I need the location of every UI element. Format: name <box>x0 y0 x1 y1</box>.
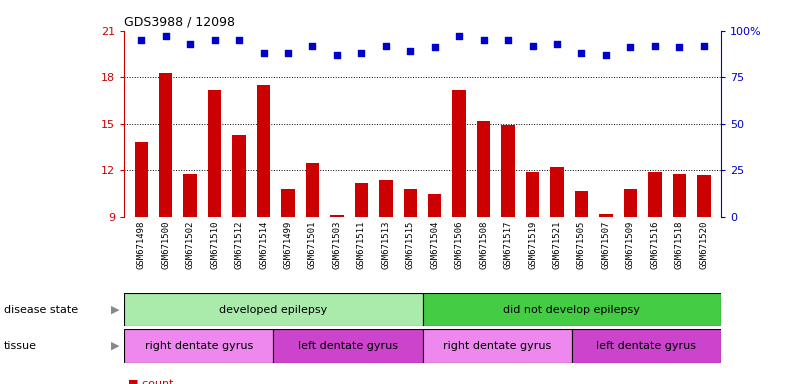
Point <box>306 43 319 49</box>
Text: ■ count: ■ count <box>128 379 174 384</box>
Text: disease state: disease state <box>4 305 78 314</box>
Point <box>380 43 392 49</box>
Text: GSM671519: GSM671519 <box>528 221 537 270</box>
Point <box>599 52 612 58</box>
Point <box>355 50 368 56</box>
Text: developed epilepsy: developed epilepsy <box>219 305 328 314</box>
Text: GDS3988 / 12098: GDS3988 / 12098 <box>124 15 235 28</box>
Bar <box>423 293 721 326</box>
Text: left dentate gyrus: left dentate gyrus <box>596 341 696 351</box>
Point <box>135 37 147 43</box>
Text: GSM671507: GSM671507 <box>602 221 610 270</box>
Point <box>208 37 221 43</box>
Bar <box>648 172 662 217</box>
Text: GSM671503: GSM671503 <box>332 221 341 270</box>
Bar <box>124 293 423 326</box>
Text: GSM671506: GSM671506 <box>455 221 464 270</box>
Text: GSM671517: GSM671517 <box>504 221 513 270</box>
Text: ▶: ▶ <box>111 305 119 314</box>
Bar <box>624 189 637 217</box>
Point <box>649 43 662 49</box>
Text: did not develop epilepsy: did not develop epilepsy <box>503 305 640 314</box>
Bar <box>526 172 539 217</box>
Point <box>575 50 588 56</box>
Bar <box>355 183 368 217</box>
Point <box>429 45 441 51</box>
Text: GSM671521: GSM671521 <box>553 221 562 270</box>
Bar <box>673 174 686 217</box>
Text: GSM671510: GSM671510 <box>210 221 219 270</box>
Bar <box>550 167 564 217</box>
Point <box>673 45 686 51</box>
Bar <box>404 189 417 217</box>
Bar <box>697 175 710 217</box>
Text: GSM671520: GSM671520 <box>699 221 708 270</box>
Bar <box>423 329 572 363</box>
Text: right dentate gyrus: right dentate gyrus <box>443 341 551 351</box>
Bar <box>599 214 613 217</box>
Text: GSM671498: GSM671498 <box>137 221 146 270</box>
Bar <box>575 190 588 217</box>
Point <box>233 37 246 43</box>
Text: GSM671505: GSM671505 <box>577 221 586 270</box>
Bar <box>232 135 246 217</box>
Text: tissue: tissue <box>4 341 37 351</box>
Point <box>698 43 710 49</box>
Bar <box>159 73 172 217</box>
Text: GSM671500: GSM671500 <box>161 221 171 270</box>
Text: GSM671504: GSM671504 <box>430 221 439 270</box>
Text: GSM671512: GSM671512 <box>235 221 244 270</box>
Bar <box>273 329 423 363</box>
Bar <box>572 329 721 363</box>
Bar <box>208 90 221 217</box>
Point <box>159 33 172 40</box>
Text: GSM671508: GSM671508 <box>479 221 488 270</box>
Text: left dentate gyrus: left dentate gyrus <box>298 341 398 351</box>
Point <box>282 50 295 56</box>
Bar <box>124 329 273 363</box>
Bar <box>306 163 319 217</box>
Text: GSM671499: GSM671499 <box>284 221 292 270</box>
Point <box>183 41 196 47</box>
Text: GSM671515: GSM671515 <box>406 221 415 270</box>
Point <box>501 37 514 43</box>
Bar <box>183 174 197 217</box>
Point <box>404 48 417 54</box>
Point <box>453 33 465 40</box>
Bar <box>501 126 515 217</box>
Text: GSM671511: GSM671511 <box>357 221 366 270</box>
Text: GSM671513: GSM671513 <box>381 221 390 270</box>
Bar <box>379 180 392 217</box>
Bar <box>135 142 148 217</box>
Point <box>624 45 637 51</box>
Bar <box>330 215 344 217</box>
Text: right dentate gyrus: right dentate gyrus <box>145 341 253 351</box>
Point <box>550 41 563 47</box>
Text: ▶: ▶ <box>111 341 119 351</box>
Bar <box>428 194 441 217</box>
Point <box>526 43 539 49</box>
Bar <box>257 85 270 217</box>
Bar <box>281 189 295 217</box>
Bar <box>477 121 490 217</box>
Point <box>331 52 344 58</box>
Text: GSM671501: GSM671501 <box>308 221 317 270</box>
Text: GSM671502: GSM671502 <box>186 221 195 270</box>
Text: GSM671518: GSM671518 <box>674 221 684 270</box>
Bar <box>453 90 466 217</box>
Text: GSM671516: GSM671516 <box>650 221 659 270</box>
Text: GSM671509: GSM671509 <box>626 221 635 270</box>
Text: GSM671514: GSM671514 <box>259 221 268 270</box>
Point <box>257 50 270 56</box>
Point <box>477 37 490 43</box>
